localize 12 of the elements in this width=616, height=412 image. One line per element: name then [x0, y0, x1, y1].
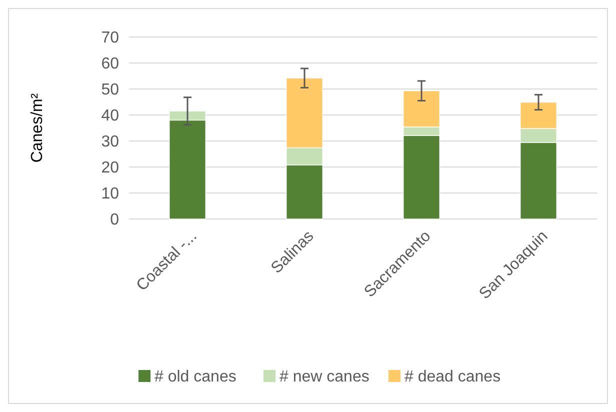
legend-label: # new canes — [280, 368, 370, 386]
legend-label: # dead canes — [404, 368, 501, 386]
y-tick-label: 70 — [101, 30, 120, 47]
y-tick-label: 0 — [110, 212, 120, 229]
y-tick-label: 40 — [101, 108, 120, 125]
y-tick-label: 60 — [101, 56, 120, 73]
y-tick-label: 50 — [101, 82, 120, 99]
y-tick-label: 20 — [101, 160, 120, 177]
y-tick-label: 30 — [101, 134, 120, 151]
y-tick-label: 10 — [101, 186, 120, 203]
legend-label: # old canes — [154, 368, 236, 386]
y-axis-title: Canes/m² — [29, 92, 46, 163]
